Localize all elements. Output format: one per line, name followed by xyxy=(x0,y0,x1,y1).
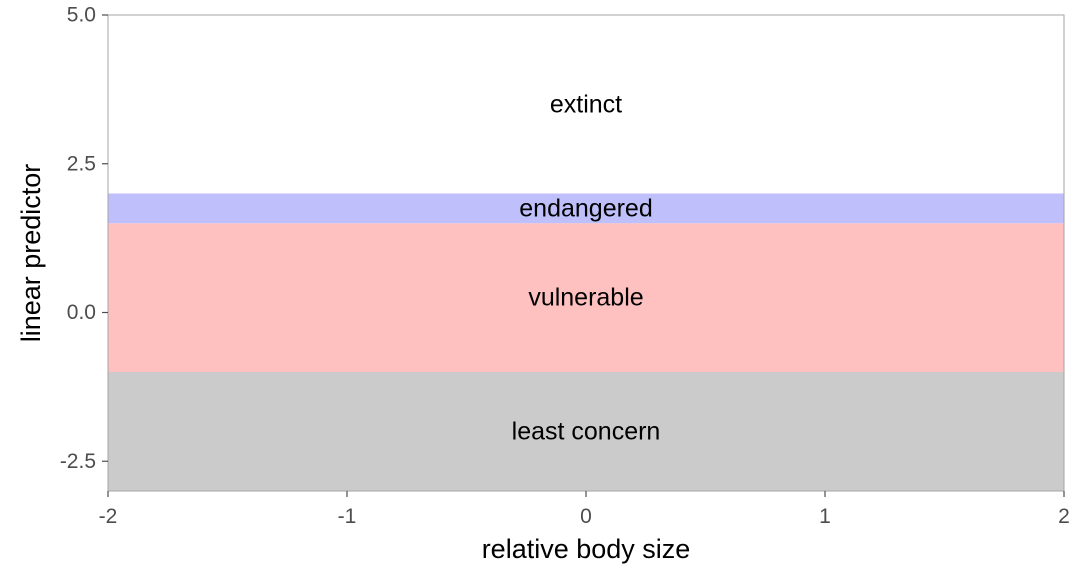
x-tick-label: 0 xyxy=(580,505,592,528)
x-tick-label: -2 xyxy=(99,505,118,528)
x-tick-label: -1 xyxy=(338,505,357,528)
region-band-endangered xyxy=(108,193,1064,224)
region-label-least-concern: least concern xyxy=(512,418,661,446)
region-band-least-concern xyxy=(108,372,1064,491)
region-band-extinct xyxy=(108,15,1064,194)
x-axis: -2 -1 0 1 2 xyxy=(99,491,1070,528)
region-labels-layer: least concern vulnerable endangered extinct xyxy=(512,90,661,445)
x-tick-label: 2 xyxy=(1058,505,1070,528)
region-label-extinct: extinct xyxy=(550,90,622,118)
y-axis: -2.5 0.0 2.5 5.0 xyxy=(60,4,108,473)
region-label-endangered: endangered xyxy=(519,194,652,222)
region-band-vulnerable xyxy=(108,223,1064,372)
region-label-vulnerable: vulnerable xyxy=(528,284,643,312)
y-tick-label: 2.5 xyxy=(67,152,96,175)
x-tick-label: 1 xyxy=(819,505,831,528)
x-axis-title: relative body size xyxy=(482,534,691,564)
y-tick-label: 0.0 xyxy=(67,301,96,324)
y-axis-title: linear predictor xyxy=(16,164,46,343)
y-tick-label: -2.5 xyxy=(60,450,96,473)
regions-layer xyxy=(108,15,1064,491)
y-tick-label: 5.0 xyxy=(67,4,96,27)
